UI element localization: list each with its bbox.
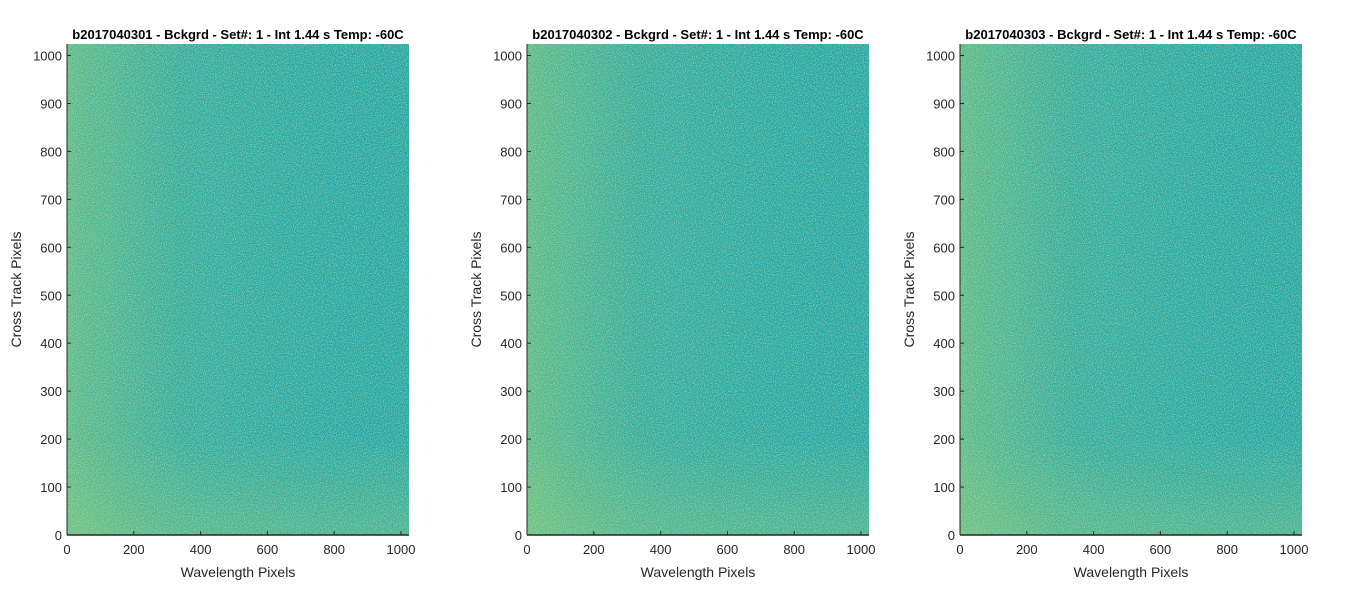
x-tick-label: 0 xyxy=(523,542,530,557)
y-tick-label: 600 xyxy=(933,240,955,255)
y-tick-label: 700 xyxy=(40,192,62,207)
x-tick-label: 800 xyxy=(783,542,805,557)
y-tick-label: 0 xyxy=(515,528,522,543)
y-tick-label: 800 xyxy=(40,144,62,159)
chart-title: b2017040302 - Bckgrd - Set#: 1 - Int 1.4… xyxy=(532,27,864,42)
y-tick-label: 400 xyxy=(933,336,955,351)
x-tick-label: 400 xyxy=(1083,542,1105,557)
y-tick-label: 500 xyxy=(40,288,62,303)
y-tick-label: 800 xyxy=(933,144,955,159)
y-tick-label: 200 xyxy=(40,432,62,447)
y-tick-label: 300 xyxy=(40,384,62,399)
x-axis-label: Wavelength Pixels xyxy=(181,564,296,580)
heatmap-noise xyxy=(527,44,869,535)
chart-title: b2017040301 - Bckgrd - Set#: 1 - Int 1.4… xyxy=(72,27,404,42)
y-axis-label: Cross Track Pixels xyxy=(901,232,917,348)
heatmap-noise xyxy=(67,44,409,535)
x-tick-label: 600 xyxy=(1150,542,1172,557)
y-tick-label: 400 xyxy=(40,336,62,351)
y-tick-label: 1000 xyxy=(493,49,522,64)
x-tick-label: 200 xyxy=(583,542,605,557)
x-tick-label: 400 xyxy=(190,542,212,557)
heatmap-image xyxy=(527,44,869,535)
x-tick-label: 1000 xyxy=(387,542,416,557)
chart-panel-1: b2017040301 - Bckgrd - Set#: 1 - Int 1.4… xyxy=(8,27,415,580)
y-tick-label: 900 xyxy=(933,96,955,111)
x-tick-label: 1000 xyxy=(847,542,876,557)
y-tick-label: 700 xyxy=(500,192,522,207)
y-tick-label: 400 xyxy=(500,336,522,351)
x-tick-label: 600 xyxy=(717,542,739,557)
y-tick-label: 500 xyxy=(933,288,955,303)
y-tick-label: 600 xyxy=(500,240,522,255)
y-tick-label: 100 xyxy=(500,480,522,495)
y-tick-label: 0 xyxy=(948,528,955,543)
y-tick-label: 300 xyxy=(933,384,955,399)
y-tick-label: 300 xyxy=(500,384,522,399)
heatmap-noise xyxy=(960,44,1302,535)
y-tick-label: 200 xyxy=(933,432,955,447)
chart-title: b2017040303 - Bckgrd - Set#: 1 - Int 1.4… xyxy=(965,27,1297,42)
y-tick-label: 200 xyxy=(500,432,522,447)
x-tick-label: 600 xyxy=(257,542,279,557)
x-tick-label: 0 xyxy=(63,542,70,557)
y-tick-label: 600 xyxy=(40,240,62,255)
y-axis-label: Cross Track Pixels xyxy=(8,232,24,348)
x-tick-label: 400 xyxy=(650,542,672,557)
y-tick-label: 900 xyxy=(500,96,522,111)
x-tick-label: 800 xyxy=(1216,542,1238,557)
heatmap-image xyxy=(960,44,1302,535)
chart-panel-3: b2017040303 - Bckgrd - Set#: 1 - Int 1.4… xyxy=(901,27,1308,580)
x-tick-label: 200 xyxy=(1016,542,1038,557)
x-axis-label: Wavelength Pixels xyxy=(1074,564,1189,580)
y-tick-label: 800 xyxy=(500,144,522,159)
x-tick-label: 200 xyxy=(123,542,145,557)
x-tick-label: 1000 xyxy=(1280,542,1309,557)
y-tick-label: 0 xyxy=(55,528,62,543)
y-tick-label: 100 xyxy=(40,480,62,495)
heatmap-image xyxy=(67,44,409,535)
y-tick-label: 700 xyxy=(933,192,955,207)
chart-panel-2: b2017040302 - Bckgrd - Set#: 1 - Int 1.4… xyxy=(468,27,875,580)
y-tick-label: 1000 xyxy=(926,49,955,64)
x-axis-label: Wavelength Pixels xyxy=(641,564,756,580)
y-tick-label: 500 xyxy=(500,288,522,303)
y-axis-label: Cross Track Pixels xyxy=(468,232,484,348)
y-tick-label: 900 xyxy=(40,96,62,111)
x-tick-label: 0 xyxy=(956,542,963,557)
x-tick-label: 800 xyxy=(323,542,345,557)
y-tick-label: 1000 xyxy=(33,49,62,64)
y-tick-label: 100 xyxy=(933,480,955,495)
